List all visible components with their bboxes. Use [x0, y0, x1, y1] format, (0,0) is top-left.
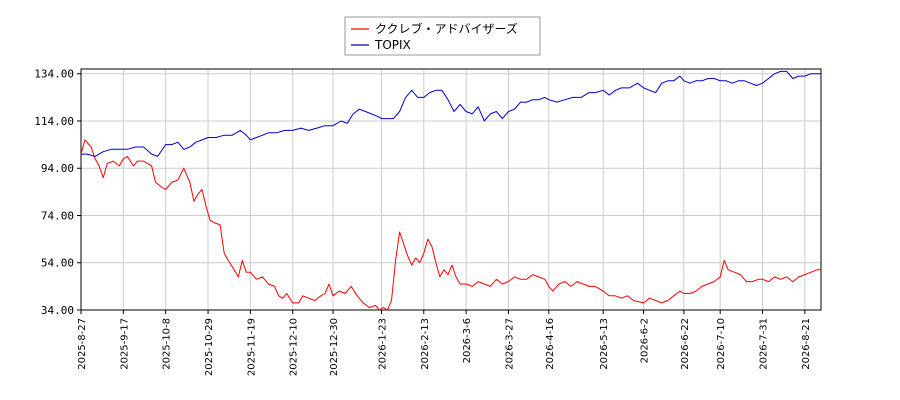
- y-tick-label: 34.00: [41, 304, 74, 317]
- x-tick-label: 2026-1-23: [377, 318, 388, 370]
- x-tick-label: 2026-3-6: [462, 318, 473, 363]
- plot-area-border: [80, 68, 822, 311]
- x-tick-label: 2026-6-2: [640, 318, 651, 363]
- x-tick-label: 2025-11-19: [246, 318, 257, 376]
- y-tick-label: 134.00: [34, 68, 74, 81]
- y-tick-label: 74.00: [41, 209, 74, 222]
- y-tick-label: 54.00: [41, 257, 74, 270]
- x-tick-label: 2026-8-21: [801, 318, 812, 370]
- legend: ククレブ・アドバイザーズ TOPIX: [344, 16, 541, 56]
- x-tick-label: 2025-10-29: [204, 318, 215, 376]
- x-tick-label: 2025-9-17: [119, 318, 130, 370]
- series-line-topix: [81, 70, 821, 157]
- y-tick-label: 114.00: [34, 115, 74, 128]
- x-tick-label: 2026-5-13: [599, 318, 610, 370]
- y-axis: 34.00 54.00 74.00 94.00 114.00 134.00: [34, 68, 81, 317]
- grid: [80, 69, 821, 311]
- series-line-stock: [80, 139, 821, 311]
- x-tick-label: 2026-3-27: [504, 318, 515, 370]
- plot-frame: [80, 68, 822, 311]
- x-tick-label: 2026-4-16: [545, 318, 556, 370]
- x-axis: 2025-8-27 2025-9-17 2025-10-8 2025-10-29 202…: [77, 310, 812, 376]
- x-tick-label: 2026-2-13: [420, 318, 431, 370]
- x-tick-label: 2025-8-27: [77, 318, 88, 370]
- legend-box: [344, 16, 541, 56]
- y-tick-label: 94.00: [41, 162, 74, 175]
- x-tick-label: 2025-12-10: [289, 318, 300, 376]
- legend-label-topix: TOPIX: [374, 38, 411, 52]
- x-tick-label: 2026-7-31: [759, 318, 770, 370]
- series-layer: [80, 70, 821, 311]
- x-tick-label: 2026-6-22: [680, 318, 691, 370]
- x-tick-label: 2025-10-8: [162, 318, 173, 370]
- x-tick-label: 2025-12-30: [329, 318, 340, 376]
- legend-label-stock: ククレブ・アドバイザーズ: [375, 21, 518, 36]
- x-tick-label: 2026-7-10: [716, 318, 727, 370]
